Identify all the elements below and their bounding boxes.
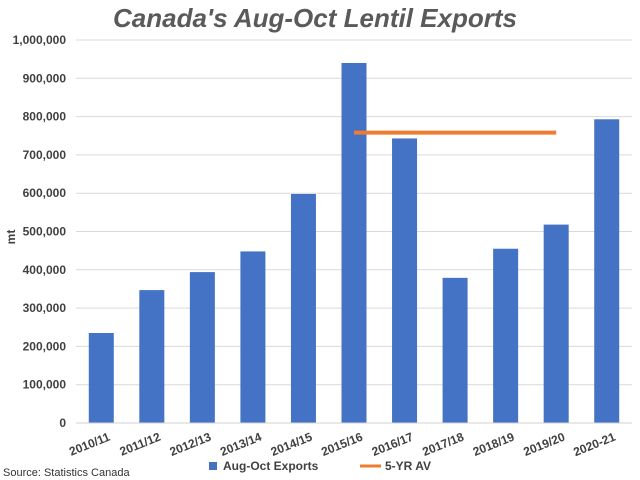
bar xyxy=(240,251,266,423)
y-tick-label: 300,000 xyxy=(23,301,67,315)
chart-title: Canada's Aug-Oct Lentil Exports xyxy=(113,3,517,33)
bar xyxy=(139,290,165,423)
x-tick-label: 2011/12 xyxy=(118,430,163,459)
legend-label-line: 5-YR AV xyxy=(385,459,431,473)
bar xyxy=(594,119,620,423)
x-tick-label: 2016/17 xyxy=(370,430,416,459)
bar xyxy=(189,272,215,423)
y-tick-label: 700,000 xyxy=(23,148,67,162)
x-tick-label: 2014/15 xyxy=(269,430,315,459)
bar xyxy=(88,332,114,423)
y-tick-label: 500,000 xyxy=(23,225,67,239)
y-tick-label: 100,000 xyxy=(23,378,67,392)
bar xyxy=(341,62,367,423)
y-tick-label: 600,000 xyxy=(23,186,67,200)
legend-swatch-bars xyxy=(209,462,217,470)
x-tick-label: 2013/14 xyxy=(218,430,264,459)
bar xyxy=(543,224,569,423)
y-tick-label: 900,000 xyxy=(23,71,67,85)
y-tick-label: 800,000 xyxy=(23,110,67,124)
x-tick-label: 2018/19 xyxy=(471,430,517,459)
y-axis-label: mt xyxy=(4,230,18,245)
y-axis-ticks: 0 100,000 200,000 300,000 400,000 500,000 600,… xyxy=(13,33,67,430)
source-note: Source: Statistics Canada xyxy=(3,467,130,479)
bar xyxy=(442,277,468,423)
y-tick-label: 200,000 xyxy=(23,339,67,353)
x-tick-label: 2010/11 xyxy=(67,430,112,459)
x-tick-label: 2019/20 xyxy=(521,430,567,459)
x-tick-label: 2012/13 xyxy=(168,430,214,459)
y-tick-label: 400,000 xyxy=(23,263,67,277)
y-tick-label: 1,000,000 xyxy=(13,33,67,47)
bar xyxy=(290,193,316,423)
x-tick-label: 2020-21 xyxy=(571,430,617,460)
legend: Aug-Oct Exports 5-YR AV xyxy=(209,459,431,473)
x-tick-label: 2015/16 xyxy=(319,430,365,459)
bar xyxy=(493,248,519,423)
legend-label-bars: Aug-Oct Exports xyxy=(223,459,319,473)
bar xyxy=(392,138,418,423)
y-tick-label: 0 xyxy=(59,416,66,430)
x-axis-ticks: 2010/11 2011/12 2012/13 2013/14 2014/15 2015/… xyxy=(67,430,618,460)
bars xyxy=(88,62,620,423)
x-tick-label: 2017/18 xyxy=(420,430,466,459)
